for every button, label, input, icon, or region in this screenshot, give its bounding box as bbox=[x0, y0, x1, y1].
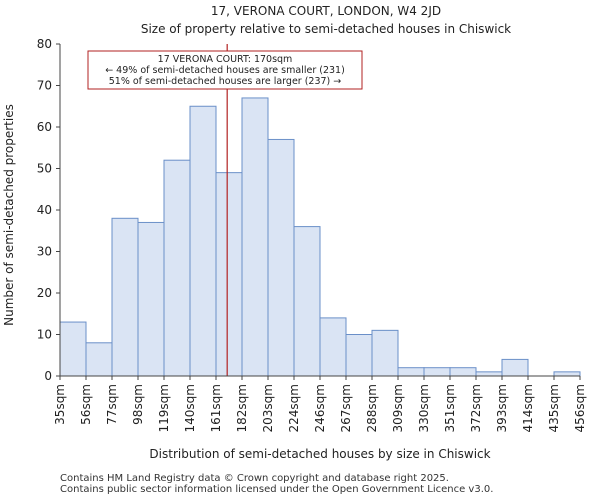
bar-161sqm bbox=[215, 172, 243, 377]
annotation-border bbox=[87, 50, 363, 90]
x-tick-label: 246sqm bbox=[313, 384, 327, 432]
y-tick-label: 10 bbox=[37, 328, 52, 342]
bar-77sqm bbox=[111, 217, 139, 377]
annotation-line-1: 17 VERONA COURT: 170sqm bbox=[158, 54, 293, 65]
x-tick-label: 435sqm bbox=[547, 384, 561, 432]
annotation-box: 17 VERONA COURT: 170sqm ← 49% of semi-de… bbox=[87, 50, 363, 90]
x-tick-label: 119sqm bbox=[157, 384, 171, 432]
attribution-line-2: Contains public sector information licen… bbox=[60, 484, 494, 495]
x-tick-label: 56sqm bbox=[79, 384, 93, 425]
bar-435sqm bbox=[553, 371, 581, 377]
annotation-line-3: 51% of semi-detached houses are larger (… bbox=[109, 76, 342, 87]
x-tick-label: 330sqm bbox=[417, 384, 431, 432]
histogram-chart: 17, VERONA COURT, LONDON, W4 2JD Size of… bbox=[2, 4, 587, 461]
x-tick-label: 414sqm bbox=[521, 384, 535, 432]
x-tick-label: 267sqm bbox=[339, 384, 353, 432]
y-axis-label: Number of semi-detached properties bbox=[2, 104, 16, 326]
x-tick-label: 309sqm bbox=[391, 384, 405, 432]
y-tick-label: 80 bbox=[37, 37, 52, 51]
bars-group bbox=[59, 97, 581, 377]
bar-56sqm bbox=[85, 342, 113, 377]
y-tick-label: 50 bbox=[37, 162, 52, 176]
y-tick-label: 60 bbox=[37, 120, 52, 134]
bar-372sqm bbox=[475, 371, 503, 377]
attribution-line-1: Contains HM Land Registry data © Crown c… bbox=[60, 473, 449, 484]
bar-224sqm bbox=[293, 226, 321, 377]
bar-330sqm bbox=[423, 367, 451, 377]
y-tick-label: 70 bbox=[37, 79, 52, 93]
x-tick-label: 203sqm bbox=[261, 384, 275, 432]
x-tick-label: 35sqm bbox=[53, 384, 67, 425]
bar-393sqm bbox=[501, 358, 529, 377]
x-tick-label: 98sqm bbox=[131, 384, 145, 425]
bar-182sqm bbox=[241, 97, 269, 377]
x-tick-label: 288sqm bbox=[365, 384, 379, 432]
x-tick-label: 351sqm bbox=[443, 384, 457, 432]
bar-35sqm bbox=[59, 321, 87, 377]
x-tick-label: 393sqm bbox=[495, 384, 509, 432]
bar-98sqm bbox=[137, 221, 165, 377]
x-tick-label: 182sqm bbox=[235, 384, 249, 432]
bar-309sqm bbox=[397, 367, 425, 377]
x-axis: 35sqm 56sqm 77sqm 98sqm 119sqm 140sqm 161sqm 18… bbox=[53, 376, 587, 432]
x-tick-label: 140sqm bbox=[183, 384, 197, 432]
bar-267sqm bbox=[345, 334, 373, 377]
bar-288sqm bbox=[371, 329, 399, 377]
x-axis-label: Distribution of semi-detached houses by … bbox=[149, 447, 490, 461]
bar-351sqm bbox=[449, 367, 477, 377]
chart-subtitle: Size of property relative to semi-detach… bbox=[141, 22, 511, 36]
y-tick-label: 30 bbox=[37, 245, 52, 259]
annotation-line-2: ← 49% of semi-detached houses are smalle… bbox=[105, 65, 345, 76]
bar-246sqm bbox=[319, 317, 347, 377]
x-tick-label: 372sqm bbox=[469, 384, 483, 432]
attribution-footer: Contains HM Land Registry data © Crown c… bbox=[60, 473, 493, 495]
x-tick-label: 224sqm bbox=[287, 384, 301, 432]
bar-203sqm bbox=[267, 138, 295, 377]
y-axis: 0 10 20 30 40 50 60 70 80 bbox=[37, 37, 60, 383]
y-tick-label: 20 bbox=[37, 286, 52, 300]
y-tick-label: 40 bbox=[37, 203, 52, 217]
chart-title: 17, VERONA COURT, LONDON, W4 2JD bbox=[211, 4, 441, 18]
x-tick-label: 161sqm bbox=[209, 384, 223, 432]
y-tick-label: 0 bbox=[44, 369, 52, 383]
x-tick-label: 456sqm bbox=[573, 384, 587, 432]
x-tick-label: 77sqm bbox=[105, 384, 119, 425]
bar-119sqm bbox=[163, 159, 191, 377]
bar-140sqm bbox=[189, 105, 217, 377]
